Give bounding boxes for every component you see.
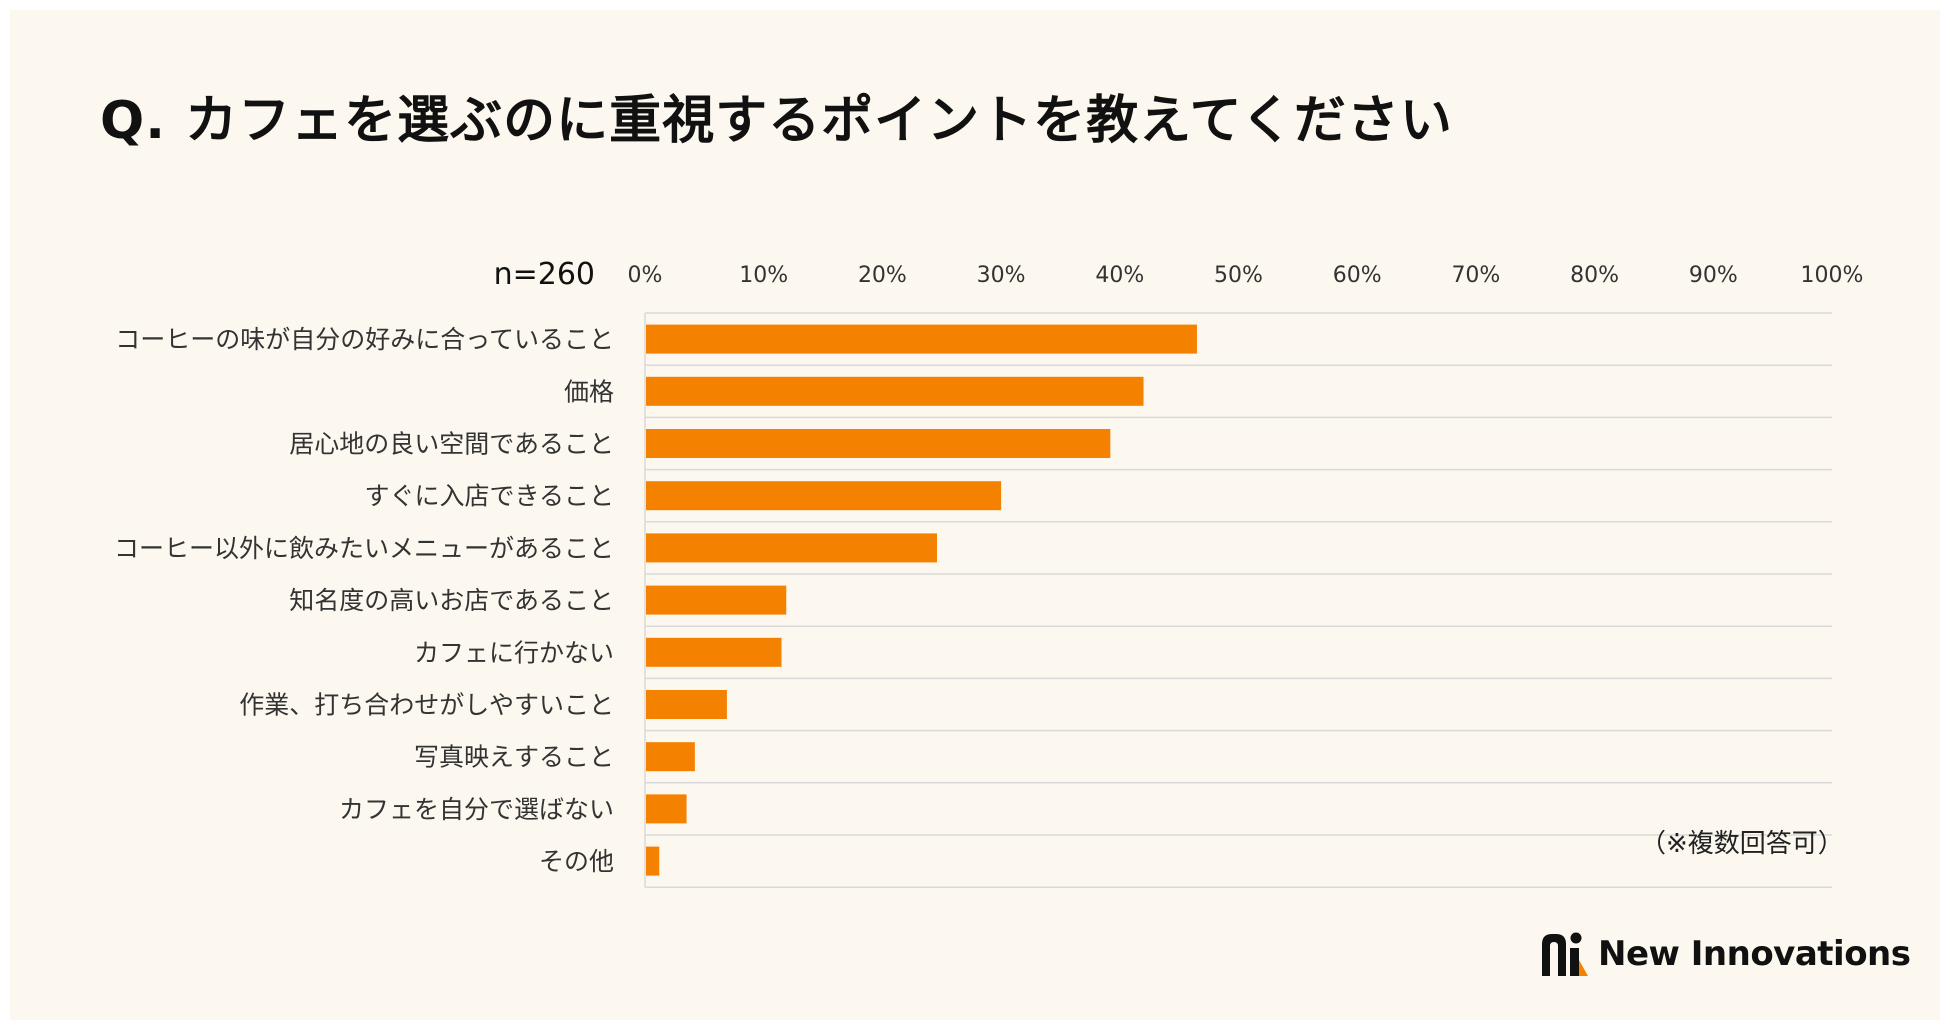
- bar: [646, 690, 727, 719]
- category-label: 価格: [564, 377, 614, 406]
- x-tick-label: 100%: [1801, 263, 1864, 288]
- chart-title: Q. カフェを選ぶのに重視するポイントを教えてください: [100, 91, 1453, 151]
- category-label: 知名度の高いお店であること: [289, 586, 614, 615]
- new-innovations-logo-icon: [1542, 932, 1588, 976]
- x-tick-label: 70%: [1451, 263, 1500, 288]
- x-tick-label: 0%: [628, 263, 663, 288]
- chart-card: [10, 10, 1940, 1020]
- bar: [646, 376, 1144, 406]
- bar: [646, 794, 687, 824]
- grid-lines: [644, 312, 1832, 888]
- category-label: 居心地の良い空間であること: [289, 430, 614, 459]
- bars: [646, 324, 1197, 876]
- bar: [646, 533, 938, 563]
- category-label: 写真映えすること: [414, 743, 614, 772]
- bar: [646, 637, 782, 667]
- bar: [646, 429, 1111, 458]
- bar: [646, 742, 695, 772]
- category-labels: コーヒーの味が自分の好みに合っていること価格居心地の良い空間であることすぐに入店…: [114, 325, 614, 876]
- brand-logo: New Innovations: [1540, 930, 1911, 978]
- category-label: その他: [539, 847, 614, 876]
- category-label: カフェを自分で選ばない: [339, 795, 614, 824]
- bar: [646, 846, 660, 876]
- sample-size-label: n=260: [494, 257, 595, 292]
- brand-name: New Innovations: [1598, 934, 1911, 974]
- x-tick-label: 50%: [1214, 263, 1263, 288]
- bar: [646, 324, 1197, 354]
- category-label: 作業、打ち合わせがしやすいこと: [239, 691, 614, 720]
- x-tick-label: 10%: [739, 263, 788, 288]
- x-tick-label: 40%: [1095, 263, 1144, 288]
- multiple-answer-note: （※複数回答可）: [1640, 829, 1844, 859]
- bar: [646, 585, 787, 615]
- category-label: コーヒー以外に飲みたいメニューがあること: [114, 534, 614, 563]
- x-axis-ticks: 0% 10% 20% 30% 40% 50% 60% 70% 80% 90% 100%: [628, 263, 1864, 288]
- x-tick-label: 30%: [977, 263, 1026, 288]
- category-label: コーヒーの味が自分の好みに合っていること: [115, 325, 614, 354]
- x-tick-label: 60%: [1333, 263, 1382, 288]
- x-tick-label: 80%: [1570, 263, 1619, 288]
- category-label: カフェに行かない: [414, 638, 614, 667]
- category-label: すぐに入店できること: [364, 482, 614, 511]
- x-tick-label: 90%: [1689, 263, 1738, 288]
- bar: [646, 481, 1002, 511]
- x-tick-label: 20%: [858, 263, 907, 288]
